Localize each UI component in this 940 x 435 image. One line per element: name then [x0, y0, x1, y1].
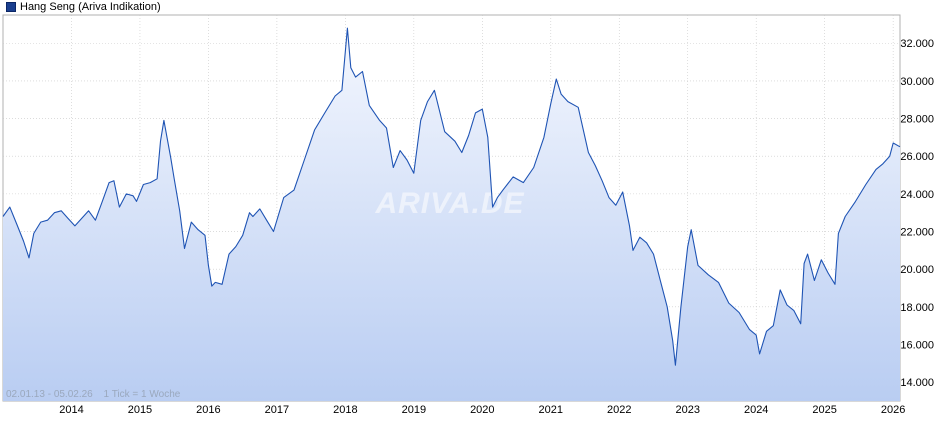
x-tick-label: 2018 — [333, 404, 357, 416]
series-area — [3, 28, 900, 401]
x-tick-label: 2019 — [402, 404, 426, 416]
date-range: 02.01.13 - 05.02.26 — [6, 389, 93, 400]
x-tick-label: 2016 — [196, 404, 220, 416]
y-tick-label: 26.000 — [900, 151, 934, 163]
y-tick-label: 24.000 — [900, 189, 934, 201]
x-tick-label: 2023 — [675, 404, 699, 416]
x-tick-label: 2025 — [812, 404, 836, 416]
y-tick-label: 20.000 — [900, 264, 934, 276]
tick-note: 1 Tick = 1 Woche — [103, 389, 181, 400]
x-tick-label: 2026 — [881, 404, 905, 416]
y-tick-label: 14.000 — [900, 377, 934, 389]
y-tick-label: 16.000 — [900, 340, 934, 352]
x-tick-label: 2015 — [128, 404, 152, 416]
legend: Hang Seng (Ariva Indikation) — [6, 1, 161, 13]
y-tick-label: 18.000 — [900, 302, 934, 314]
y-tick-label: 30.000 — [900, 76, 934, 88]
x-axis: 2014 2015 2016 2017 2018 2019 2020 2021 2022 2023… — [59, 404, 905, 416]
y-tick-label: 32.000 — [900, 38, 934, 50]
y-tick-label: 22.000 — [900, 227, 934, 239]
y-axis: 14.000 16.000 18.000 20.000 22.000 24.000 26.0… — [900, 38, 934, 389]
x-tick-label: 2020 — [470, 404, 494, 416]
x-tick-label: 2014 — [59, 404, 83, 416]
series-line — [2, 27, 901, 366]
x-tick-label: 2024 — [744, 404, 768, 416]
date-range-note: 02.01.13 - 05.02.26 1 Tick = 1 Woche — [6, 389, 180, 400]
x-tick-label: 2022 — [607, 404, 631, 416]
watermark: ARIVA.DE — [374, 187, 524, 220]
legend-swatch — [6, 2, 16, 12]
x-tick-label: 2017 — [265, 404, 289, 416]
legend-label: Hang Seng (Ariva Indikation) — [20, 1, 161, 13]
y-tick-label: 28.000 — [900, 114, 934, 126]
x-tick-label: 2021 — [539, 404, 563, 416]
